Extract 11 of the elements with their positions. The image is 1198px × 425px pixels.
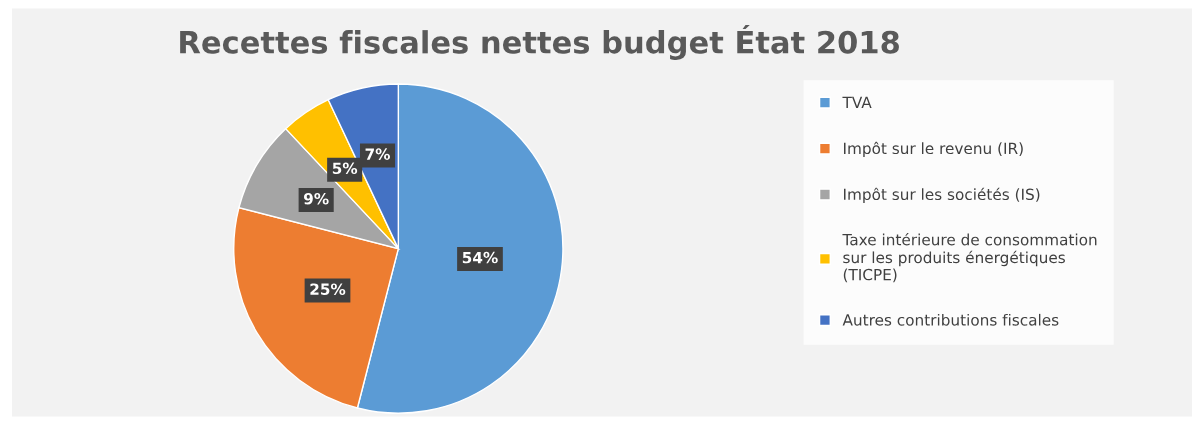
- data-label: 7%: [365, 148, 390, 160]
- legend-label: Autres contributions fiscales: [842, 313, 1059, 326]
- data-label: 54%: [462, 251, 498, 264]
- data-label: 5%: [332, 162, 358, 175]
- legend-label: Impôt sur le revenu (IR): [844, 141, 1023, 158]
- chart-title: Recettes fiscales nettes budget État 2018: [180, 25, 899, 60]
- legend-label: Impôt sur les sociétés (IS): [844, 187, 1040, 204]
- data-label: 9%: [303, 192, 329, 205]
- legend-label: Taxe intérieure de consommation sur les produits énergétiques (TICPE): [842, 232, 1097, 283]
- data-label: 25%: [310, 283, 346, 295]
- legend-label: TVA: [842, 96, 872, 108]
